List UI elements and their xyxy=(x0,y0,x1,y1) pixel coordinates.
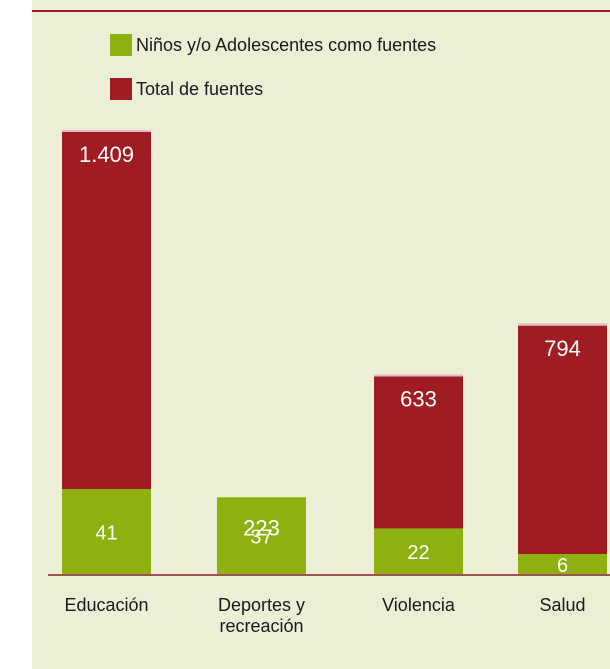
label-total-3: 633 xyxy=(400,387,437,412)
top-rule xyxy=(32,10,610,12)
legend-item-total: Total de fuentes xyxy=(110,78,263,100)
label-kids-1: 41 xyxy=(95,523,117,545)
x-axis-line xyxy=(48,574,610,576)
label-total-2: 223 xyxy=(243,516,280,541)
bar-total-top-3 xyxy=(374,374,463,377)
category-label-1: Educación xyxy=(64,595,148,615)
legend-label-total: Total de fuentes xyxy=(136,78,264,99)
label-kids-4: 6 xyxy=(557,555,568,577)
label-kids-2: 37 xyxy=(250,527,272,549)
legend-item-kids: Niños y/o Adolescentes como fuentes xyxy=(110,34,436,56)
label-kids-3: 22 xyxy=(407,542,429,564)
bar-total-top-1 xyxy=(62,130,151,132)
category-label-2-line-1: Deportes y xyxy=(218,595,305,615)
bar-kids-4 xyxy=(518,554,607,574)
bar-total-top-4 xyxy=(518,323,607,326)
chart-panel: Niños y/o Adolescentes como fuentes Tota… xyxy=(32,0,610,669)
category-label-2-line-2: recreación xyxy=(219,616,303,636)
legend-label-kids: Niños y/o Adolescentes como fuentes xyxy=(136,34,437,55)
legend-swatch-kids xyxy=(110,34,132,56)
label-total-1: 1.409 xyxy=(79,142,134,167)
bar-kids-3 xyxy=(374,528,463,574)
bar-kids-1 xyxy=(62,489,151,574)
label-total-4: 794 xyxy=(544,336,581,361)
bar-total-4 xyxy=(518,323,607,574)
bar-kids-2 xyxy=(217,497,306,574)
category-label-4: Salud xyxy=(539,595,585,615)
legend-swatch-total xyxy=(110,78,132,100)
category-label-3: Violencia xyxy=(382,595,456,615)
